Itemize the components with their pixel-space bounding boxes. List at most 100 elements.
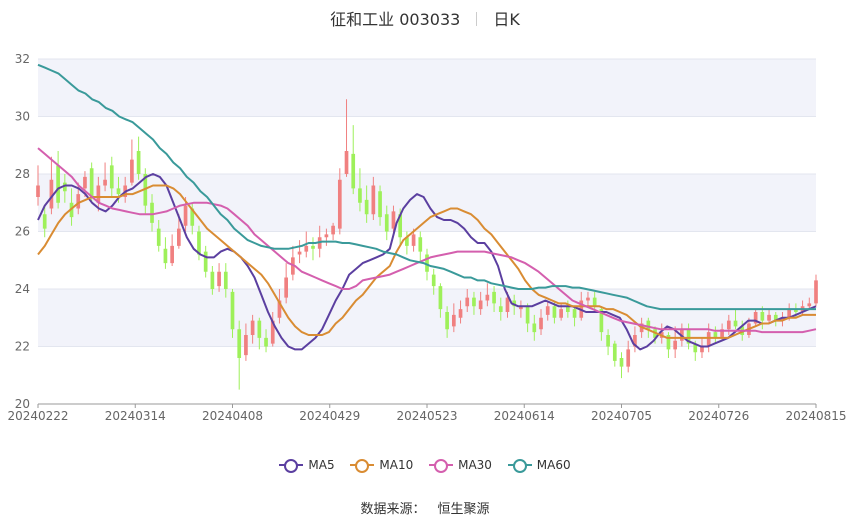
- legend-label-ma5: MA5: [308, 458, 335, 472]
- y-tick-label: 20: [15, 397, 30, 411]
- candle-down: [418, 237, 423, 252]
- source-label: 数据来源：: [360, 502, 426, 517]
- candle-down: [311, 245, 315, 249]
- x-tick-label: 20240222: [7, 409, 68, 423]
- stock-name-code: 征和工业 003033: [330, 10, 461, 29]
- candle-up: [478, 300, 483, 310]
- candle-down: [760, 312, 765, 321]
- x-tick-label: 20240429: [299, 409, 360, 423]
- candle-down: [190, 208, 195, 226]
- y-tick-label: 28: [15, 167, 30, 181]
- candle-up: [337, 179, 342, 229]
- candle-down: [646, 320, 651, 330]
- candle-down: [599, 309, 604, 333]
- candle-down: [378, 191, 382, 218]
- grid-band: [38, 59, 816, 117]
- candle-down: [156, 228, 161, 246]
- candle-up: [250, 320, 255, 335]
- candle-down: [713, 332, 718, 338]
- candle-up: [391, 211, 396, 229]
- candle-up: [371, 185, 376, 215]
- legend-label-ma10: MA10: [379, 458, 414, 472]
- candle-up: [297, 251, 302, 255]
- x-tick-label: 20240705: [591, 409, 652, 423]
- candle-down: [666, 335, 671, 350]
- candle-down: [109, 165, 114, 189]
- candle-down: [525, 306, 530, 324]
- candle-down: [89, 168, 94, 197]
- candle-down: [264, 337, 268, 347]
- x-tick-label: 20240726: [688, 409, 749, 423]
- candle-up: [505, 297, 510, 312]
- candle-down: [612, 343, 617, 361]
- candle-up: [170, 245, 174, 264]
- candle-up: [324, 234, 329, 238]
- x-tick-label: 20240408: [202, 409, 263, 423]
- candle-down: [210, 271, 215, 289]
- candle-up: [787, 309, 792, 318]
- candle-down: [552, 306, 557, 318]
- candle-down: [257, 320, 262, 338]
- candle-down: [384, 214, 389, 232]
- candle-down: [532, 323, 537, 333]
- candle-up: [284, 277, 288, 298]
- candle-down: [686, 329, 691, 344]
- candle-up: [753, 312, 758, 324]
- candle-down: [472, 297, 476, 307]
- candle-up: [700, 346, 704, 353]
- candle-up: [586, 297, 590, 301]
- kline-chart[interactable]: 20 22 24 26 28 30 32 20240222 20240314 20240408 20…: [0, 0, 850, 440]
- candle-down: [445, 312, 449, 330]
- legend-item-ma10[interactable]: MA10: [350, 458, 414, 473]
- legend-item-ma5[interactable]: MA5: [279, 458, 335, 473]
- candle-up: [451, 314, 456, 327]
- candle-up: [96, 185, 101, 203]
- candle-down: [150, 202, 154, 223]
- legend-marker-ma30: [429, 458, 454, 473]
- candle-up: [767, 314, 771, 321]
- candle-up: [807, 303, 812, 307]
- candle-up: [539, 317, 543, 330]
- x-tick-label: 20240815: [785, 409, 846, 423]
- candle-down: [62, 182, 67, 192]
- candle-up: [673, 340, 677, 350]
- legend-item-ma60[interactable]: MA60: [507, 458, 571, 473]
- candle-up: [183, 205, 188, 226]
- candle-up: [519, 306, 523, 310]
- candle-up: [726, 320, 731, 330]
- candle-up: [217, 271, 221, 287]
- candle-down: [773, 314, 778, 321]
- legend-item-ma30[interactable]: MA30: [429, 458, 492, 473]
- candle-down: [693, 343, 698, 353]
- candle-up: [626, 349, 631, 367]
- candle-up: [277, 300, 282, 318]
- candle-up: [130, 159, 134, 183]
- candle-down: [512, 300, 517, 307]
- y-tick-label: 32: [15, 52, 30, 66]
- candle-down: [223, 271, 228, 289]
- series-line-ma5: [37, 173, 817, 351]
- candle-down: [438, 286, 443, 310]
- candle-down: [619, 358, 624, 367]
- candle-up: [633, 335, 637, 347]
- candle-up: [83, 176, 87, 189]
- title-separator: [476, 12, 478, 26]
- legend-label-ma30: MA30: [458, 458, 492, 472]
- candle-down: [733, 320, 738, 327]
- series-line-ma60: [37, 63, 816, 311]
- legend-label-ma60: MA60: [536, 458, 571, 472]
- candle-up: [545, 306, 550, 315]
- series-line-ma30: [37, 147, 817, 334]
- candle-up: [465, 297, 470, 307]
- candle-up: [331, 225, 335, 235]
- candle-down: [42, 214, 47, 229]
- chart-title: 征和工业 003033 日K: [0, 6, 850, 30]
- candle-down: [606, 335, 610, 347]
- candle-down: [425, 254, 429, 272]
- legend-marker-ma60: [507, 458, 532, 473]
- candle-down: [431, 274, 436, 287]
- candle-down: [163, 248, 168, 264]
- candle-down: [351, 153, 356, 189]
- x-tick-label: 20240614: [494, 409, 555, 423]
- candle-down: [358, 188, 362, 203]
